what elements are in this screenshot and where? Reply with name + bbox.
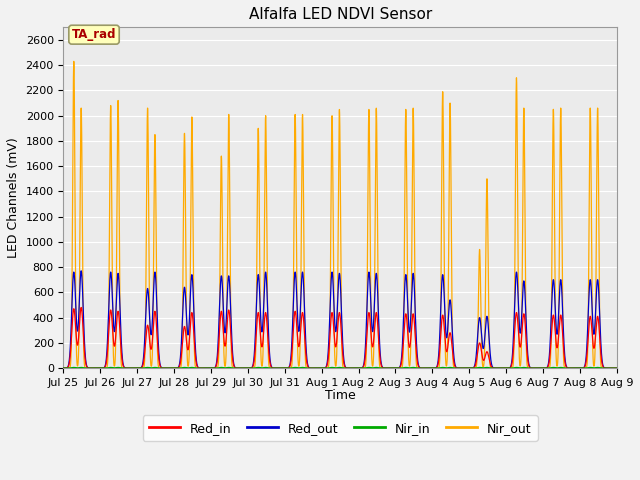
Text: TA_rad: TA_rad [72,28,116,41]
Title: Alfalfa LED NDVI Sensor: Alfalfa LED NDVI Sensor [248,7,432,22]
Legend: Red_in, Red_out, Nir_in, Nir_out: Red_in, Red_out, Nir_in, Nir_out [143,415,538,441]
Y-axis label: LED Channels (mV): LED Channels (mV) [7,137,20,258]
X-axis label: Time: Time [324,389,355,402]
